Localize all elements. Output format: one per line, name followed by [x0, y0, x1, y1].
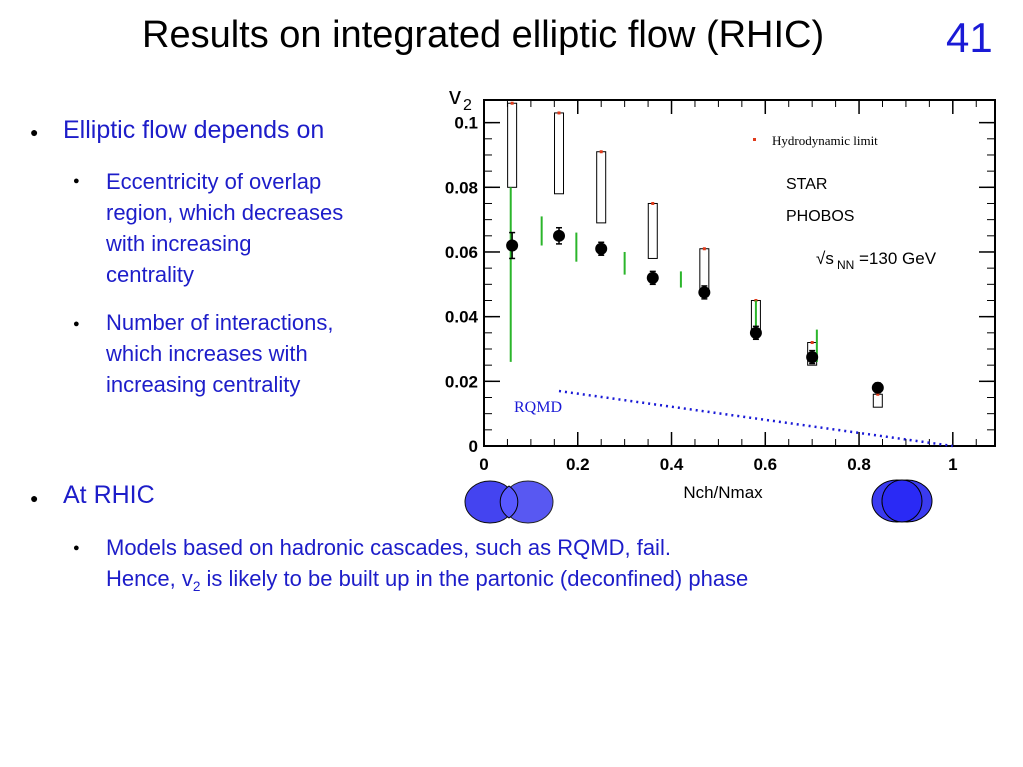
- central-collision-icon: [871, 479, 933, 523]
- legend-hydro-label: Hydrodynamic limit: [772, 133, 878, 148]
- legend-hydro-marker: [753, 138, 756, 141]
- hydro-limit-marker: [702, 247, 706, 251]
- hydro-limit-marker: [651, 201, 655, 205]
- hydro-limit-marker: [810, 341, 814, 345]
- peripheral-collision-icon: [464, 480, 554, 524]
- hydro-limit-box: [872, 393, 883, 408]
- star-point: [506, 239, 519, 252]
- star-point: [749, 326, 762, 339]
- bullet-marker: ●: [30, 490, 39, 506]
- star-point: [646, 271, 659, 284]
- energy-label-value: =130 GeV: [859, 249, 937, 268]
- energy-label-sub: NN: [837, 258, 854, 272]
- x-tick-label: 0.6: [753, 455, 777, 474]
- sub-bullet-interactions: Number of interactions, which increases …: [106, 310, 334, 397]
- bullet-marker: ●: [30, 124, 39, 140]
- y-tick-label: 0.06: [445, 243, 478, 262]
- y-axis-label-sub: 2: [463, 97, 472, 114]
- star-point: [806, 351, 819, 364]
- star-point: [595, 242, 608, 255]
- hydro-limit-box: [554, 112, 565, 195]
- sub-bullet-eccentricity: Eccentricity of overlap region, which de…: [106, 169, 344, 287]
- sub-bullet-marker: ●: [73, 175, 80, 187]
- slide-title: Results on integrated elliptic flow (RHI…: [142, 14, 825, 56]
- hydro-limit-marker: [557, 111, 561, 115]
- hydro-limit-marker: [599, 150, 603, 154]
- x-axis-label: Nch/Nmax: [683, 483, 763, 502]
- star-point: [553, 229, 566, 242]
- x-tick-label: 1: [948, 455, 957, 474]
- rqmd-label: RQMD: [514, 399, 562, 416]
- bullet-at-rhic: At RHIC: [63, 481, 155, 509]
- x-tick-label: 0: [479, 455, 488, 474]
- sub-bullet-marker: ●: [73, 318, 80, 330]
- hydro-limit-marker: [510, 101, 514, 105]
- slide-number: 41: [946, 14, 993, 61]
- y-tick-label: 0: [469, 437, 478, 456]
- y-tick-label: 0.02: [445, 372, 478, 391]
- legend-star-label: STAR: [786, 176, 827, 193]
- star-point: [698, 286, 711, 299]
- y-tick-label: 0.08: [445, 178, 478, 197]
- sub-bullet-rqmd-conclusion: Models based on hadronic cascades, such …: [106, 535, 749, 594]
- x-tick-label: 0.2: [566, 455, 590, 474]
- hydro-limit-box: [596, 151, 607, 224]
- legend-phobos-label: PHOBOS: [786, 208, 854, 225]
- sub-bullet-marker: ●: [73, 542, 80, 554]
- rqmd-line: [558, 389, 953, 448]
- x-tick-label: 0.4: [660, 455, 684, 474]
- x-tick-label: 0.8: [847, 455, 871, 474]
- hydro-limit-box: [507, 102, 518, 188]
- plot-frame: [483, 99, 996, 447]
- hydro-limit-box: [647, 202, 658, 259]
- energy-label: √s: [816, 249, 834, 268]
- y-tick-label: 0.04: [445, 308, 479, 327]
- hydro-limit-box: [699, 248, 710, 292]
- hydro-limit-marker: [876, 392, 880, 396]
- y-axis-label: v: [449, 83, 461, 110]
- star-point: [871, 381, 884, 394]
- bullet-elliptic-flow: Elliptic flow depends on: [63, 116, 325, 144]
- y-tick-label: 0.1: [454, 114, 478, 133]
